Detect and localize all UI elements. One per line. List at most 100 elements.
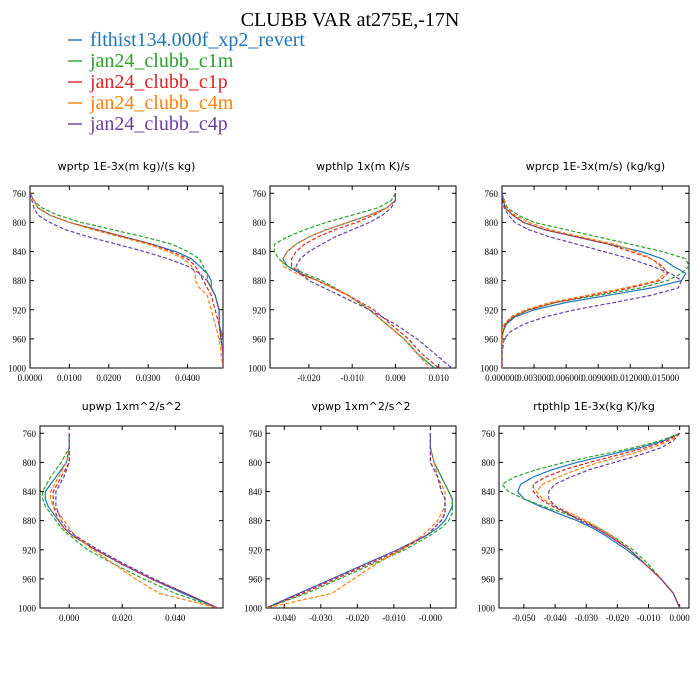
legend-label: jan24_clubb_c1m: [89, 50, 234, 72]
legend-item: flthist134.000f_xp2_revert: [68, 29, 305, 51]
y-tick-label: 760: [482, 429, 496, 439]
y-tick-label: 800: [23, 458, 37, 468]
x-tick-label: 0.009000: [581, 373, 615, 383]
chart-panel: wpthlp 1x(m K)/s 760 800 840 880 920 960 1000 -0…: [248, 160, 457, 383]
x-tick-label: -0.030: [309, 613, 333, 623]
x-tick-label: 0.0100: [57, 373, 82, 383]
chart-panel: wprcp 1E-3x(m/s) (kg/kg) 760 800 840 880 920 9…: [480, 160, 690, 383]
y-tick-label: 920: [482, 545, 496, 555]
figure-title: CLUBB VAR at275E,-17N: [241, 9, 460, 31]
y-tick-label: 840: [253, 247, 267, 257]
series-line: [295, 193, 453, 368]
series-line: [266, 433, 453, 608]
x-tick-label: -0.050: [512, 613, 536, 623]
y-tick-label: 1000: [248, 364, 267, 374]
series-line: [49, 433, 218, 608]
x-tick-label: 0.010: [429, 373, 450, 383]
y-tick-label: 880: [13, 276, 27, 286]
x-tick-label: 0.000: [670, 613, 691, 623]
x-tick-label: 0.0000: [18, 373, 43, 383]
y-tick-label: 960: [485, 334, 499, 344]
x-tick-label: -0.000: [419, 613, 443, 623]
series-line: [30, 193, 223, 368]
y-tick-label: 760: [249, 429, 263, 439]
chart-panel: vpwp 1xm^2/s^2 760 800 840 880 920 960 1000 -0.0…: [244, 400, 457, 623]
plot-frame: [269, 185, 457, 369]
series-line: [502, 193, 689, 368]
y-tick-label: 800: [485, 218, 499, 228]
y-tick-label: 800: [13, 218, 27, 228]
y-tick-label: 800: [482, 458, 496, 468]
series-line: [502, 193, 669, 368]
series-line: [266, 433, 446, 608]
series-line: [44, 433, 218, 608]
panel-title: wprtp 1E-3x(m kg)/(s kg): [58, 160, 196, 173]
y-tick-label: 880: [482, 516, 496, 526]
y-tick-label: 920: [13, 305, 27, 315]
legend: flthist134.000f_xp2_revertjan24_clubb_c1…: [68, 29, 305, 135]
x-tick-label: -0.020: [297, 373, 321, 383]
y-tick-label: 920: [249, 545, 263, 555]
plot-frame: [39, 425, 224, 609]
y-tick-label: 760: [23, 429, 37, 439]
y-tick-label: 840: [485, 247, 499, 257]
series-line: [30, 193, 223, 368]
x-tick-label: 0.0300: [136, 373, 161, 383]
x-tick-label: 0.020: [112, 613, 133, 623]
y-tick-label: 840: [23, 487, 37, 497]
series-line: [55, 433, 218, 608]
x-tick-label: -0.040: [273, 613, 297, 623]
series-line: [52, 433, 218, 608]
y-tick-label: 960: [23, 574, 37, 584]
panels: wprtp 1E-3x(m kg)/(s kg) 760 800 840 880 920 9…: [8, 160, 690, 623]
plot-frame: [501, 185, 690, 369]
y-tick-label: 800: [253, 218, 267, 228]
series-line: [266, 433, 446, 608]
x-tick-label: 0.040: [165, 613, 186, 623]
chart-panel: upwp 1xm^2/s^2 760 800 840 880 920 960 1000 0.00…: [18, 400, 224, 623]
y-tick-label: 960: [482, 574, 496, 584]
legend-label: jan24_clubb_c1p: [89, 71, 228, 93]
y-tick-label: 760: [253, 189, 267, 199]
series-line: [30, 193, 223, 368]
series-line: [42, 433, 218, 608]
x-tick-label: 0.000000: [485, 373, 519, 383]
x-tick-label: 0.000: [59, 613, 80, 623]
y-tick-label: 840: [13, 247, 27, 257]
series-line: [273, 192, 435, 368]
legend-label: jan24_clubb_c4m: [89, 92, 234, 114]
x-tick-label: 0.006000: [549, 373, 583, 383]
series-line: [30, 193, 223, 368]
plot-frame: [29, 185, 224, 369]
legend-item: jan24_clubb_c1m: [68, 50, 234, 72]
series-line: [502, 193, 683, 368]
x-tick-label: -0.010: [637, 613, 661, 623]
x-tick-label: 0.012000: [613, 373, 647, 383]
x-tick-label: 0.000: [385, 373, 406, 383]
y-tick-label: 840: [249, 487, 263, 497]
legend-item: jan24_clubb_c1p: [68, 71, 228, 93]
legend-item: jan24_clubb_c4p: [68, 113, 228, 135]
series-line: [266, 433, 453, 608]
series-line: [502, 193, 666, 368]
series-line: [30, 193, 223, 368]
y-tick-label: 880: [23, 516, 37, 526]
y-tick-label: 960: [13, 334, 27, 344]
y-tick-label: 1000: [8, 364, 27, 374]
x-tick-label: -0.020: [346, 613, 370, 623]
series-line: [282, 193, 431, 368]
y-tick-label: 880: [253, 276, 267, 286]
y-tick-label: 960: [249, 574, 263, 584]
x-tick-label: 0.0200: [96, 373, 121, 383]
series-line: [535, 432, 681, 608]
y-tick-label: 920: [485, 305, 499, 315]
y-tick-label: 880: [249, 516, 263, 526]
y-tick-label: 1000: [244, 604, 263, 614]
chart-panel: wprtp 1E-3x(m kg)/(s kg) 760 800 840 880 920 9…: [8, 160, 224, 383]
panel-title: vpwp 1xm^2/s^2: [311, 400, 410, 413]
y-tick-label: 760: [485, 189, 499, 199]
y-tick-label: 840: [482, 487, 496, 497]
series-line: [291, 193, 440, 368]
y-tick-label: 960: [253, 334, 267, 344]
